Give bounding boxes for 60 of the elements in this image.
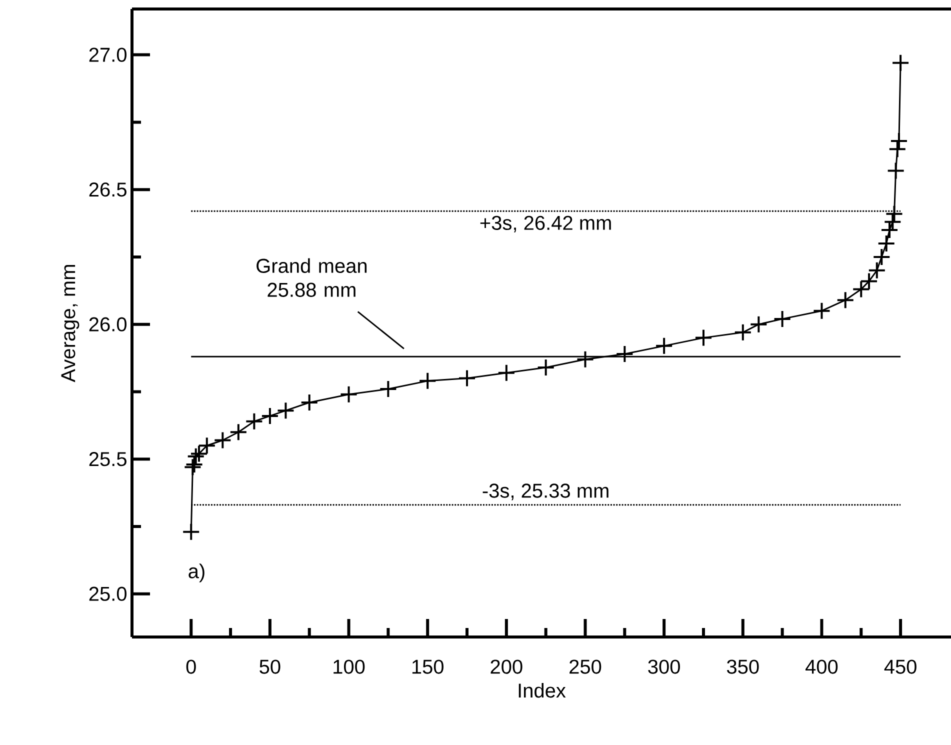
x-tick-label: 50 bbox=[260, 660, 280, 674]
point bbox=[886, 162, 905, 180]
y-tick-label: 27.0 bbox=[89, 48, 126, 62]
point bbox=[885, 204, 904, 223]
point bbox=[877, 234, 896, 252]
point bbox=[379, 380, 398, 398]
point bbox=[458, 369, 476, 388]
x-tick-label: 150 bbox=[412, 660, 444, 674]
x-tick-label: 300 bbox=[648, 660, 680, 674]
point bbox=[418, 372, 437, 390]
ref-line-label: -3s, 25.33 mm bbox=[482, 484, 608, 500]
point bbox=[185, 455, 204, 474]
point bbox=[884, 212, 902, 231]
point bbox=[868, 261, 886, 280]
point bbox=[812, 302, 831, 320]
point bbox=[655, 336, 674, 355]
point bbox=[190, 444, 208, 463]
point bbox=[182, 522, 200, 541]
x-tick-label: 400 bbox=[806, 660, 838, 674]
y-tick-label: 25.5 bbox=[89, 452, 126, 466]
point bbox=[340, 385, 358, 404]
point bbox=[229, 423, 248, 442]
x-tick-label: 250 bbox=[570, 660, 602, 674]
point bbox=[750, 315, 768, 334]
point bbox=[880, 221, 899, 239]
point bbox=[260, 406, 279, 425]
point bbox=[184, 458, 202, 476]
point bbox=[576, 350, 594, 368]
point bbox=[276, 402, 295, 420]
ref-line-label: +3s, 26.42 mm bbox=[480, 216, 611, 232]
point bbox=[300, 394, 318, 412]
point bbox=[773, 310, 792, 328]
point bbox=[860, 272, 878, 290]
y-tick-label: 25.0 bbox=[89, 586, 126, 601]
point bbox=[616, 344, 634, 363]
x-axis-title: Index bbox=[518, 683, 566, 698]
point bbox=[734, 323, 752, 342]
point bbox=[214, 431, 232, 450]
x-tick-label: 100 bbox=[334, 660, 365, 674]
point bbox=[890, 132, 908, 150]
x-tick-label: 450 bbox=[884, 660, 916, 674]
point bbox=[888, 140, 906, 158]
point bbox=[536, 358, 555, 376]
x-tick-label: 200 bbox=[490, 660, 522, 674]
point bbox=[852, 280, 870, 298]
point bbox=[186, 447, 205, 466]
x-tick-label: 350 bbox=[726, 660, 759, 674]
point bbox=[198, 436, 216, 455]
ref-line-label: Grand mean 25.88 mm bbox=[256, 258, 367, 297]
y-axis-title: Average, mm bbox=[61, 265, 80, 382]
point bbox=[497, 364, 516, 382]
y-tick-label: 26.0 bbox=[89, 317, 126, 332]
x-tick-label: 0 bbox=[186, 660, 196, 674]
annotation: a) bbox=[188, 564, 204, 582]
point bbox=[836, 291, 854, 310]
point bbox=[872, 248, 891, 266]
point bbox=[892, 54, 910, 72]
point bbox=[694, 328, 712, 347]
y-tick-label: 26.5 bbox=[89, 182, 126, 197]
point bbox=[245, 412, 264, 430]
